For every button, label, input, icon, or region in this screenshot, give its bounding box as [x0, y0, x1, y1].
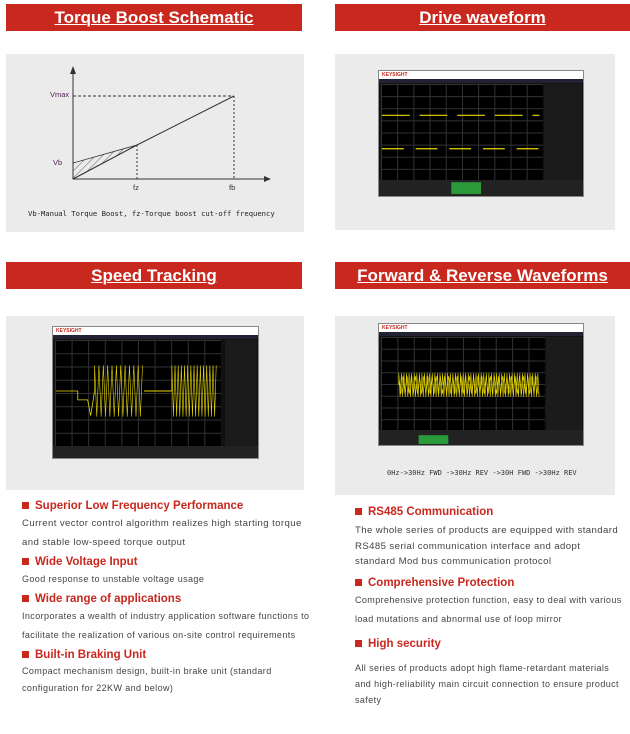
feature-text: Comprehensive protection function, easy …	[355, 594, 622, 624]
bullet-square-icon	[22, 558, 29, 565]
title-text: Wide range of applications	[35, 593, 182, 605]
feature-title: High security	[355, 637, 623, 652]
bullet-square-icon	[22, 595, 29, 602]
feature-text: Current vector control algorithm realize…	[22, 518, 302, 548]
waveform-traces	[398, 373, 540, 445]
label-vb: Vb	[53, 158, 63, 167]
label-vmax: Vmax	[50, 90, 70, 99]
torque-schematic: Vmax Vb fz fb Vb-Manual Torque Boost, fz…	[6, 54, 304, 232]
drive-waveform-panel: KEYSIGHT	[335, 54, 615, 230]
waveform-trace	[94, 365, 143, 417]
right-features: RS485 Communication The whole series of …	[355, 502, 623, 708]
header-text: Forward & Reverse Waveforms	[357, 266, 608, 285]
schematic-caption: Vb-Manual Torque Boost, fz-Torque boost …	[28, 209, 275, 218]
header-torque-boost: Torque Boost Schematic	[6, 4, 302, 31]
waveform-trace	[398, 376, 539, 394]
fwdrev-caption: 0Hz->30Hz FWD ->30Hz REV ->30H FWD ->30H…	[387, 469, 577, 477]
keysight-logo: KEYSIGHT	[382, 325, 408, 331]
label-fb: fb	[229, 183, 236, 192]
waveform-traces	[55, 365, 217, 417]
bullet-square-icon	[355, 508, 362, 515]
feature-text: Incorporates a wealth of industry applic…	[22, 611, 310, 640]
keysight-logo: KEYSIGHT	[56, 328, 82, 334]
forward-reverse-panel: KEYSIGHT 0Hz->30Hz FWD ->30Hz REV ->30H …	[335, 316, 615, 495]
header-text: Drive waveform	[419, 8, 546, 27]
title-text: Built-in Braking Unit	[35, 649, 147, 661]
feature-title: Superior Low Frequency Performance	[22, 499, 310, 514]
feature-text: Compact mechanism design, built-in brake…	[22, 666, 272, 693]
header-text: Torque Boost Schematic	[54, 8, 254, 27]
schematic-diagram	[70, 66, 271, 182]
title-text: Superior Low Frequency Performance	[35, 500, 244, 512]
header-drive-waveform: Drive waveform	[335, 4, 630, 31]
bullet-square-icon	[355, 639, 362, 647]
feature-text: Good response to unstable voltage usage	[22, 574, 205, 584]
feature-text: The whole series of products are equippe…	[355, 525, 619, 567]
header-text: Speed Tracking	[91, 266, 217, 285]
feature-title: RS485 Communication	[355, 505, 623, 520]
oscilloscope-screenshot: KEYSIGHT	[52, 326, 259, 459]
bullet-square-icon	[22, 651, 29, 658]
oscilloscope-screenshot: KEYSIGHT	[378, 323, 584, 446]
header-speed-tracking: Speed Tracking	[6, 262, 302, 289]
bullet-square-icon	[22, 502, 29, 509]
left-features: Superior Low Frequency Performance Curre…	[22, 496, 310, 697]
feature-title: Wide Voltage Input	[22, 555, 310, 570]
title-text: Comprehensive Protection	[368, 576, 515, 589]
header-forward-reverse: Forward & Reverse Waveforms	[335, 262, 630, 289]
title-text: Wide Voltage Input	[35, 556, 138, 568]
bullet-square-icon	[355, 578, 362, 586]
waveform-trace	[171, 365, 217, 417]
label-fz: fz	[133, 183, 139, 192]
speed-tracking-panel: KEYSIGHT	[6, 316, 304, 490]
title-text: High security	[368, 637, 441, 650]
feature-title: Comprehensive Protection	[355, 576, 623, 591]
feature-title: Built-in Braking Unit	[22, 648, 310, 663]
title-text: RS485 Communication	[368, 506, 494, 518]
feature-text: All series of products adopt high flame-…	[355, 662, 619, 705]
waveform-traces	[381, 114, 540, 195]
oscilloscope-screenshot: KEYSIGHT	[378, 70, 584, 197]
feature-title: Wide range of applications	[22, 592, 310, 607]
keysight-logo: KEYSIGHT	[382, 72, 408, 78]
